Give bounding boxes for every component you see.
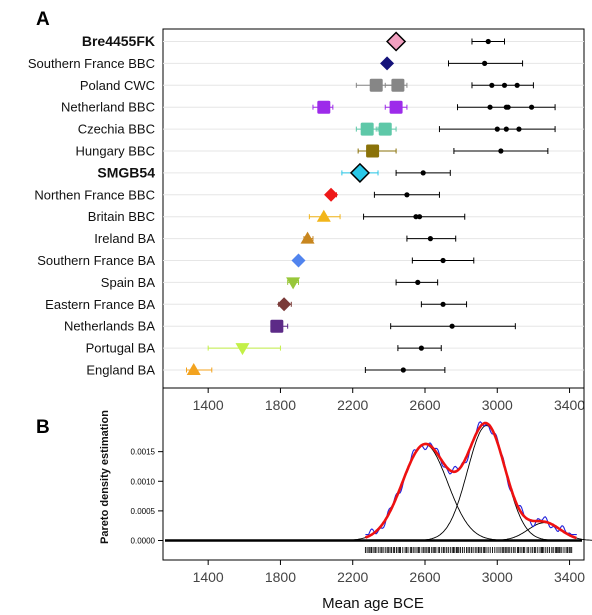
y-tick-label: 0.0015 — [131, 448, 156, 457]
panel-b-plot: 0.0000 0.0005 0.0010 0.0015 1400 1800 2200 260… — [99, 387, 592, 612]
row-label: Hungary BBC — [76, 144, 155, 159]
diamond-marker — [386, 31, 407, 52]
radio-mean-point — [529, 104, 535, 110]
panel-b-frame — [162, 387, 585, 561]
row-label: Spain BA — [101, 275, 156, 290]
y-tick-label: 0.0000 — [131, 537, 156, 546]
triangle-down-marker — [286, 277, 301, 290]
square-marker — [378, 122, 392, 136]
radio-mean-point — [440, 257, 446, 264]
triangle-up-marker — [316, 209, 331, 222]
radio-mean-point — [413, 214, 419, 220]
panel-b-rug — [364, 547, 573, 553]
x-tick-label: 1400 — [193, 569, 224, 585]
radio-mean-point — [404, 192, 410, 198]
radio-mean-point — [489, 82, 495, 88]
triangle-down-marker — [235, 343, 250, 356]
square-marker — [366, 144, 380, 158]
radio-mean-point — [427, 236, 434, 242]
row-label: SMGB54 — [97, 164, 155, 180]
x-tick-label: 1800 — [265, 569, 296, 585]
panel-a-letter: A — [36, 9, 50, 30]
x-tick-label: 2200 — [337, 569, 368, 585]
y-tick-label: 0.0010 — [131, 477, 156, 486]
radio-mean-point — [505, 104, 511, 110]
row-label: England BA — [86, 363, 155, 378]
radio-mean-point — [482, 60, 488, 66]
panel-a-x-ticks: 1400 1800 2200 2600 3000 3400 — [193, 388, 585, 413]
radio-mean-point — [415, 279, 421, 285]
panel-a-marks — [185, 31, 556, 375]
x-tick-label: 3400 — [554, 397, 585, 413]
radio-mean-point — [449, 323, 455, 329]
radio-mean-point — [498, 148, 504, 154]
pde-curve — [365, 421, 577, 536]
component-curve — [410, 425, 563, 541]
panel-b-x-ticks: 1400 1800 2200 2600 3000 3400 — [193, 560, 585, 585]
x-tick-label: 2600 — [409, 397, 440, 413]
x-tick-label: 3000 — [482, 397, 513, 413]
panel-b-letter: B — [36, 417, 50, 438]
radio-mean-point — [416, 214, 423, 220]
square-marker — [270, 319, 284, 333]
row-label: Northen France BBC — [34, 187, 155, 202]
radio-mean-point — [418, 345, 424, 351]
panel-a-row-labels: Bre4455FK Southern France BBC Poland CWC Ne… — [28, 33, 156, 378]
radio-mean-point — [501, 82, 508, 88]
diamond-marker — [291, 253, 306, 268]
square-marker — [317, 100, 331, 114]
radio-mean-point — [400, 367, 406, 373]
x-tick-label: 2200 — [337, 397, 368, 413]
radio-mean-point — [487, 104, 493, 110]
x-tick-label: 3000 — [482, 569, 513, 585]
panel-a-plot: Bre4455FK Southern France BBC Poland CWC Ne… — [28, 28, 585, 413]
square-marker — [360, 122, 374, 136]
square-marker — [389, 100, 403, 114]
radio-mean-point — [514, 82, 520, 88]
x-tick-label: 1400 — [193, 397, 224, 413]
row-label: Southern France BA — [37, 253, 155, 268]
radio-mean-point — [420, 170, 426, 176]
row-label: Czechia BBC — [78, 122, 155, 137]
square-marker — [391, 78, 405, 92]
row-label: Southern France BBC — [28, 56, 155, 71]
diamond-marker — [324, 187, 339, 202]
x-tick-label: 3400 — [554, 569, 585, 585]
triangle-up-marker — [300, 231, 315, 244]
row-label: Britain BBC — [88, 209, 155, 224]
row-label: Bre4455FK — [82, 33, 155, 49]
diamond-marker — [349, 162, 371, 183]
row-label: Portugal BA — [86, 341, 156, 356]
triangle-up-marker — [186, 363, 201, 375]
x-tick-label: 2600 — [409, 569, 440, 585]
radio-mean-point — [485, 38, 491, 45]
radio-mean-point — [440, 301, 446, 307]
radio-mean-point — [516, 126, 522, 132]
diamond-marker — [277, 297, 292, 312]
mixture-curve — [364, 421, 577, 540]
square-marker — [369, 78, 383, 92]
row-label: Netherland BBC — [61, 100, 155, 115]
row-label: Netherlands BA — [64, 319, 155, 334]
panel-b-curves — [165, 421, 592, 542]
radio-mean-point — [494, 126, 500, 132]
diamond-marker — [380, 56, 395, 71]
row-label: Eastern France BA — [45, 297, 155, 312]
y-axis-title: Pareto density estimation — [99, 410, 111, 544]
x-tick-label: 1800 — [265, 397, 296, 413]
row-label: Ireland BA — [94, 231, 155, 246]
y-tick-label: 0.0005 — [131, 507, 156, 516]
x-axis-title: Mean age BCE — [322, 595, 424, 612]
panel-b-y-axis: 0.0000 0.0005 0.0010 0.0015 — [131, 448, 163, 546]
component-curve — [334, 444, 516, 541]
radio-mean-point — [503, 126, 509, 132]
row-label: Poland CWC — [80, 78, 155, 93]
